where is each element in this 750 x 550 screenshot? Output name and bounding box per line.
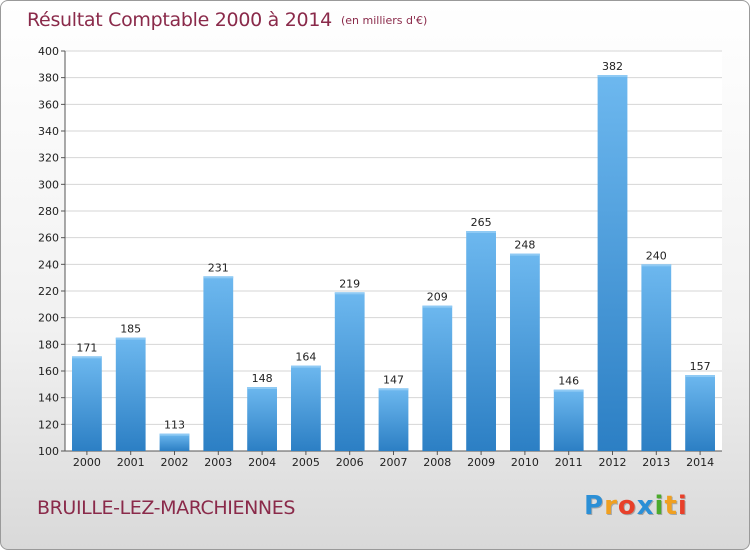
bar-highlight bbox=[72, 356, 102, 359]
y-tick-label: 240 bbox=[38, 258, 59, 271]
y-tick-label: 300 bbox=[38, 178, 59, 191]
x-tick-label: 2004 bbox=[248, 456, 276, 469]
value-label: 164 bbox=[295, 351, 316, 364]
bar-highlight bbox=[597, 75, 628, 77]
y-tick-label: 120 bbox=[38, 418, 59, 431]
bar-highlight bbox=[203, 276, 234, 279]
bar bbox=[378, 388, 409, 451]
y-tick-label: 260 bbox=[38, 232, 59, 245]
x-tick-label: 2005 bbox=[292, 456, 320, 469]
town-name: BRUILLE-LEZ-MARCHIENNES bbox=[37, 497, 296, 519]
value-label: 219 bbox=[339, 277, 360, 290]
x-tick-label: 2010 bbox=[511, 456, 539, 469]
y-tick-label: 100 bbox=[38, 445, 59, 458]
value-label: 185 bbox=[120, 323, 141, 336]
x-tick-label: 2014 bbox=[686, 456, 714, 469]
bar bbox=[159, 433, 190, 451]
y-tick-label: 400 bbox=[38, 45, 59, 58]
x-tick-label: 2011 bbox=[555, 456, 583, 469]
x-tick-label: 2007 bbox=[380, 456, 408, 469]
x-tick-label: 2009 bbox=[467, 456, 495, 469]
logo-letter: i bbox=[677, 491, 688, 521]
bar bbox=[422, 305, 453, 451]
y-tick-label: 380 bbox=[38, 72, 59, 85]
bar-highlight bbox=[466, 231, 496, 233]
logo-letter: o bbox=[617, 491, 637, 521]
bar-highlight bbox=[159, 433, 190, 436]
value-label: 113 bbox=[164, 419, 185, 432]
value-label: 265 bbox=[471, 216, 492, 229]
value-label: 146 bbox=[558, 375, 579, 388]
y-tick-label: 180 bbox=[38, 338, 59, 351]
value-label: 248 bbox=[514, 239, 535, 252]
logo-letter: i bbox=[654, 491, 665, 521]
x-tick-label: 2002 bbox=[161, 456, 189, 469]
logo-letter: x bbox=[636, 491, 655, 521]
value-label: 157 bbox=[690, 360, 711, 373]
x-tick-label: 2008 bbox=[423, 456, 451, 469]
bar bbox=[685, 375, 715, 451]
bar bbox=[115, 337, 146, 451]
value-label: 382 bbox=[602, 60, 623, 73]
logo-letter: r bbox=[604, 491, 618, 521]
proxiti-logo[interactable]: Proxiti bbox=[584, 491, 688, 521]
bar-highlight bbox=[553, 389, 584, 392]
bar-highlight bbox=[334, 292, 365, 295]
x-tick-label: 2006 bbox=[336, 456, 364, 469]
chart-title: Résultat Comptable 2000 à 2014 bbox=[27, 9, 332, 31]
bar-highlight bbox=[422, 305, 453, 308]
bar-highlight bbox=[115, 337, 146, 340]
bar bbox=[466, 231, 496, 451]
bar bbox=[247, 387, 277, 451]
value-label: 147 bbox=[383, 373, 404, 386]
bar bbox=[597, 75, 628, 451]
y-tick-label: 360 bbox=[38, 98, 59, 111]
bar bbox=[553, 389, 584, 451]
y-tick-label: 320 bbox=[38, 152, 59, 165]
x-tick-label: 2013 bbox=[642, 456, 670, 469]
value-label: 240 bbox=[646, 249, 667, 262]
bar bbox=[291, 365, 321, 451]
bar-highlight bbox=[510, 253, 540, 256]
bar-highlight bbox=[685, 375, 715, 377]
bar bbox=[510, 253, 540, 451]
y-tick-label: 160 bbox=[38, 365, 59, 378]
bar-highlight bbox=[378, 388, 409, 391]
bar bbox=[72, 356, 102, 451]
bar-highlight bbox=[641, 264, 672, 267]
value-label: 209 bbox=[427, 291, 448, 304]
value-label: 171 bbox=[76, 341, 97, 354]
y-tick-label: 200 bbox=[38, 312, 59, 325]
y-tick-label: 220 bbox=[38, 285, 59, 298]
x-tick-label: 2000 bbox=[73, 456, 101, 469]
bar-highlight bbox=[247, 387, 277, 389]
bar bbox=[203, 276, 234, 451]
logo-letter: P bbox=[584, 491, 605, 521]
bar bbox=[641, 264, 672, 451]
x-tick-label: 2001 bbox=[117, 456, 145, 469]
value-label: 231 bbox=[208, 261, 229, 274]
x-tick-label: 2012 bbox=[599, 456, 627, 469]
y-tick-label: 340 bbox=[38, 125, 59, 138]
chart-subtitle: (en milliers d'€) bbox=[341, 14, 428, 27]
bar-highlight bbox=[291, 365, 321, 368]
x-tick-label: 2003 bbox=[204, 456, 232, 469]
y-tick-label: 280 bbox=[38, 205, 59, 218]
y-tick-label: 140 bbox=[38, 392, 59, 405]
logo-letter: t bbox=[664, 491, 678, 521]
value-label: 148 bbox=[252, 372, 273, 385]
bar bbox=[334, 292, 365, 451]
